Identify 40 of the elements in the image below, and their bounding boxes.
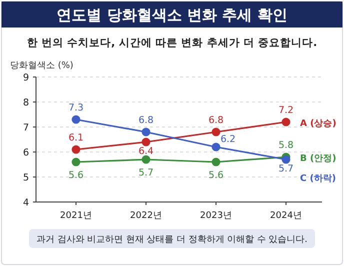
point — [72, 158, 80, 166]
point — [72, 145, 80, 154]
data-label: 5.7 — [278, 164, 294, 174]
data-label: 6.8 — [208, 115, 224, 126]
data-label: 6.2 — [220, 134, 236, 145]
point — [282, 118, 290, 126]
data-label: 6.4 — [138, 146, 154, 157]
x-tick-label: 2024년 — [270, 211, 302, 221]
y-tick-label: 8 — [22, 98, 29, 108]
chart-title: 연도별 당화혈색소 변화 추세 확인 — [56, 6, 288, 24]
y-tick-label: 4 — [22, 198, 29, 208]
point — [72, 115, 80, 124]
x-tick-label: 2023년 — [200, 211, 232, 221]
point — [142, 138, 150, 146]
point — [282, 155, 290, 164]
series-label: A (상승) — [300, 119, 336, 129]
text: 과거 검사와 비교하면 현재 상태를 더 정확하게 이해할 수 있습니다. — [36, 235, 308, 245]
data-label: 6.1 — [68, 132, 84, 144]
x-tick-label: 2021년 — [60, 211, 92, 221]
y-tick-label: 7 — [22, 122, 29, 134]
series-label: C (하락) — [300, 174, 336, 184]
x-tick-label: 2022년 — [130, 211, 162, 221]
data-label: 7.2 — [278, 105, 294, 116]
data-label: 5.6 — [208, 170, 224, 181]
point — [142, 128, 150, 136]
data-label: 7.3 — [68, 102, 84, 114]
point — [212, 142, 220, 152]
data-label: 6.8 — [138, 115, 154, 126]
point — [212, 128, 220, 136]
chart-subtitle: 한 번의 수치보다, 시간에 따른 변화 추세가 더 중요합니다. — [26, 37, 318, 49]
data-label: 5.7 — [138, 168, 154, 178]
y-tick-label: 9 — [22, 72, 29, 84]
y-axis-title: 당화혈색소 (%) — [10, 61, 74, 71]
series-label: B (안정) — [300, 154, 336, 164]
data-label: 5.8 — [278, 140, 294, 151]
y-tick-label: 6 — [22, 148, 29, 158]
y-tick-label: 5 — [22, 172, 29, 184]
point — [212, 158, 220, 166]
point — [142, 155, 150, 164]
data-label: 5.6 — [68, 170, 84, 181]
